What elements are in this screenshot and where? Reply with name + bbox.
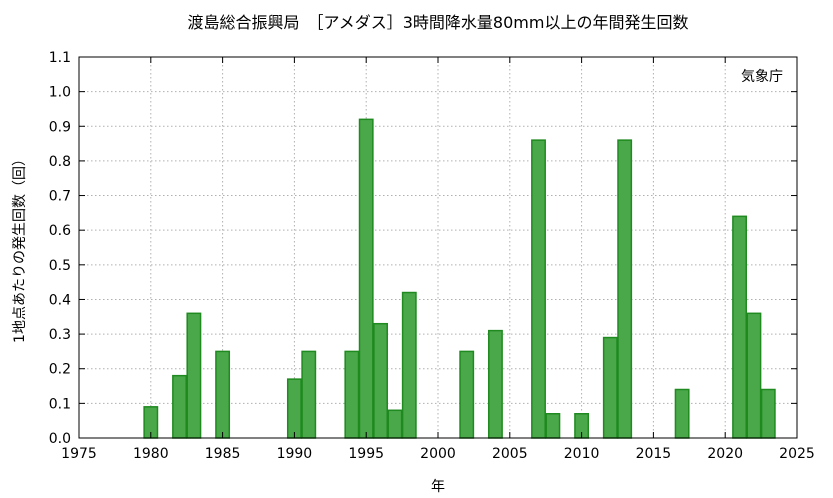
- bar-2017: [674, 388, 690, 439]
- y-tick-label: 0.2: [49, 362, 71, 378]
- bar-1995: [358, 118, 374, 439]
- bar-1996: [373, 322, 388, 439]
- y-tick-label: 0.8: [49, 154, 71, 170]
- y-tick-label: 0.1: [49, 396, 71, 412]
- bar-2023: [760, 388, 776, 439]
- x-tick-label: 2015: [636, 446, 672, 462]
- x-tick-label: 2020: [707, 446, 743, 462]
- bar-2021: [732, 215, 747, 439]
- x-axis-ticks: 1975 1980 1985 1990 1995 2000 2005 2010 2015 2020…: [61, 57, 815, 462]
- y-axis-label: 1地点あたりの発生回数（回）: [12, 152, 28, 343]
- x-tick-label: 2000: [420, 446, 456, 462]
- bar-2008: [545, 413, 561, 439]
- y-tick-label: 0.7: [49, 189, 71, 205]
- bar-2002: [459, 350, 475, 439]
- y-tick-label: 0.3: [49, 327, 71, 343]
- x-tick-label: 1995: [348, 446, 384, 462]
- bar-1991: [301, 350, 317, 439]
- bar-2007: [531, 139, 546, 439]
- bar-2004: [488, 329, 503, 439]
- y-axis-ticks: 0.0 0.1 0.2 0.3 0.4 0.5 0.6 0.7 0.8 0.9 1.0 1.1: [49, 50, 797, 447]
- bar-1998: [401, 291, 417, 439]
- bars: [143, 118, 776, 439]
- x-tick-label: 1975: [61, 446, 97, 462]
- y-tick-label: 0.6: [49, 223, 71, 239]
- y-tick-label: 0.0: [49, 431, 71, 447]
- x-tick-label: 2005: [492, 446, 528, 462]
- x-tick-label: 2025: [779, 446, 815, 462]
- x-tick-label: 1990: [277, 446, 313, 462]
- y-tick-label: 1.0: [49, 85, 71, 101]
- bar-1983: [186, 312, 202, 439]
- x-tick-label: 2010: [564, 446, 600, 462]
- bar-1985: [215, 350, 231, 439]
- bar-2013: [617, 139, 633, 439]
- x-tick-label: 1980: [133, 446, 169, 462]
- y-tick-label: 0.4: [49, 292, 71, 308]
- bar-1990: [286, 378, 302, 439]
- chart-title: 渡島総合振興局 ［アメダス］3時間降水量80mm以上の年間発生回数: [188, 13, 689, 32]
- y-tick-label: 0.9: [49, 119, 71, 135]
- bar-2022: [746, 312, 762, 439]
- y-tick-label: 1.1: [49, 50, 71, 66]
- bar-2012: [602, 336, 618, 439]
- source-label: 気象庁: [741, 69, 783, 85]
- bar-1982: [172, 374, 187, 439]
- x-tick-label: 1985: [205, 446, 241, 462]
- y-tick-label: 0.5: [49, 258, 71, 274]
- x-axis-label: 年: [431, 479, 445, 495]
- bar-1994: [344, 350, 360, 439]
- bar-1997: [387, 409, 403, 439]
